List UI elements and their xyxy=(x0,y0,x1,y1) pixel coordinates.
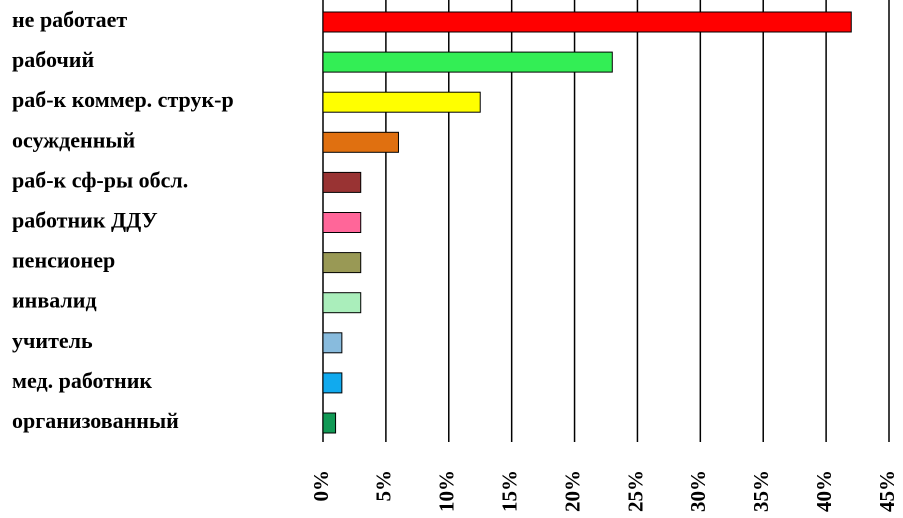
x-tick-label: 20% xyxy=(560,470,584,512)
category-label: инвалид xyxy=(12,288,97,313)
category-label: раб-к сф-ры обсл. xyxy=(12,167,188,192)
category-label: не работает xyxy=(12,7,127,32)
x-tick-label: 30% xyxy=(686,470,710,512)
category-label: мед. работник xyxy=(12,368,152,393)
bar xyxy=(322,11,852,33)
bar xyxy=(322,372,343,394)
category-label: работник ДДУ xyxy=(12,208,158,233)
x-tick-label: 10% xyxy=(435,470,459,512)
category-label: раб-к коммер. струк-р xyxy=(12,87,234,112)
bar xyxy=(322,292,362,314)
x-tick-label: 15% xyxy=(497,470,521,512)
category-label: учитель xyxy=(12,328,93,353)
category-label: пенсионер xyxy=(12,248,115,273)
bar xyxy=(322,212,362,233)
x-tick-label: 40% xyxy=(812,470,836,512)
x-tick-label: 35% xyxy=(749,470,773,512)
bar xyxy=(322,131,399,153)
x-tick-label: 25% xyxy=(623,470,647,512)
bar xyxy=(322,91,481,113)
bar xyxy=(322,51,613,73)
bar xyxy=(322,252,362,274)
bar xyxy=(322,171,362,193)
x-tick-label: 45% xyxy=(875,470,899,512)
x-tick-label: 0% xyxy=(309,470,333,502)
category-label: рабочий xyxy=(12,47,94,72)
category-label: осужденный xyxy=(12,127,136,152)
bar xyxy=(322,332,343,354)
x-tick-label: 5% xyxy=(372,470,396,502)
category-label: организованный xyxy=(12,408,179,433)
bar xyxy=(322,412,337,434)
